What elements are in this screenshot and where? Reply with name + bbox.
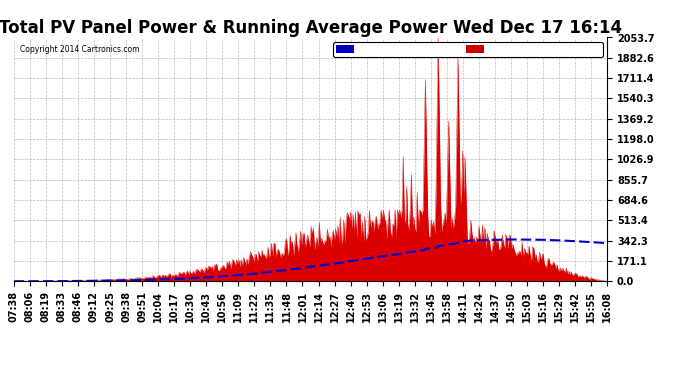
Legend: Average (DC Watts), PV Panels (DC Watts): Average (DC Watts), PV Panels (DC Watts): [333, 42, 602, 57]
Text: Copyright 2014 Cartronics.com: Copyright 2014 Cartronics.com: [20, 45, 139, 54]
Title: Total PV Panel Power & Running Average Power Wed Dec 17 16:14: Total PV Panel Power & Running Average P…: [0, 20, 622, 38]
